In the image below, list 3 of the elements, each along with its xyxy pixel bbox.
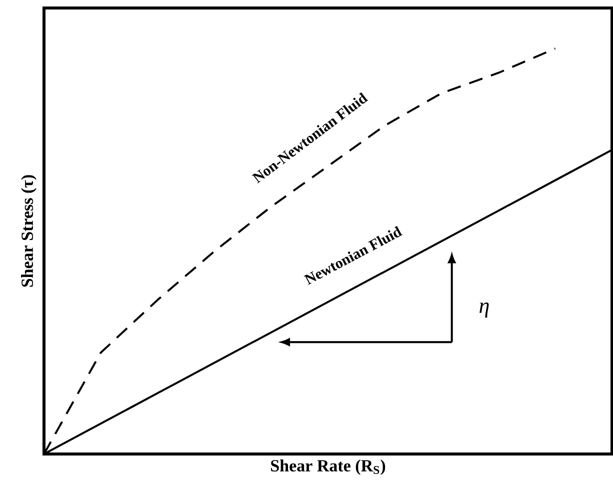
x-axis-title: Shear Rate (R$_{S}$) (271, 460, 386, 475)
annotation: η (480, 302, 489, 318)
y-axis-title: Shear Stress (τ) (21, 175, 36, 287)
